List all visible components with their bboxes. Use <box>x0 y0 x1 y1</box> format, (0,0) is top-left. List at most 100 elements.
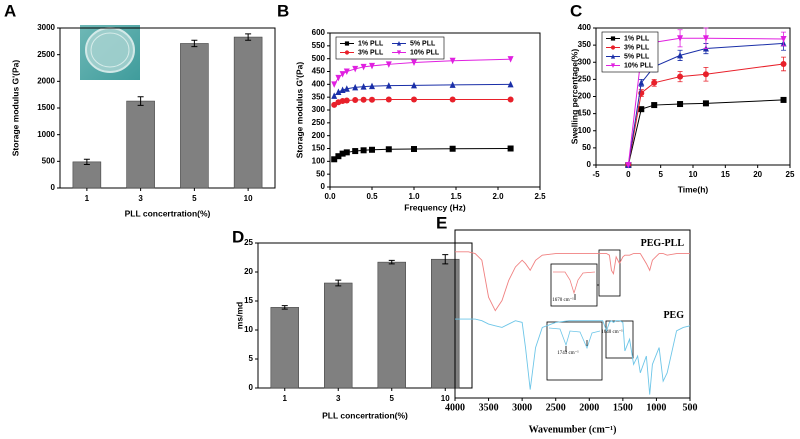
x-tick-label: 500 <box>683 402 698 413</box>
x-tick-label: -5 <box>592 170 600 179</box>
x-tick-label: 25 <box>786 170 795 179</box>
marker <box>449 57 456 65</box>
series-label: PEG <box>663 310 684 321</box>
series-line <box>627 63 784 166</box>
x-tick-label: 3500 <box>479 402 499 413</box>
y-tick-label: 0 <box>587 160 592 169</box>
legend-label: 5% PLL <box>624 53 650 60</box>
x-tick-label: 3 <box>336 394 341 403</box>
legend-label: 5% PLL <box>410 40 436 47</box>
marker <box>625 162 632 169</box>
marker <box>385 82 392 89</box>
marker <box>449 81 456 88</box>
y-tick-label: 200 <box>312 131 326 140</box>
marker <box>610 54 616 59</box>
marker <box>638 106 645 113</box>
y-tick-label: 0 <box>51 183 56 192</box>
y-tick-label: 15 <box>244 296 253 305</box>
x-tick-label: 5 <box>658 170 663 179</box>
marker <box>507 145 514 152</box>
x-tick-label: 4000 <box>445 402 465 413</box>
error-bar <box>245 33 252 41</box>
panel-letter: C <box>570 1 582 20</box>
y-tick-label: 500 <box>312 54 326 63</box>
marker <box>411 59 417 67</box>
legend-label: 1% PLL <box>358 40 384 47</box>
marker <box>702 100 709 107</box>
error-bar <box>83 158 90 166</box>
legend-label: 3% PLL <box>358 49 384 56</box>
marker <box>396 41 402 46</box>
x-tick-label: 1000 <box>646 402 666 413</box>
legend-label: 10% PLL <box>624 62 654 69</box>
y-tick-label: 450 <box>312 67 326 76</box>
series-line <box>627 37 784 166</box>
marker <box>677 73 684 80</box>
marker <box>651 102 658 109</box>
marker <box>610 36 616 41</box>
y-tick-label: 2000 <box>37 76 55 85</box>
error-bar <box>281 305 288 310</box>
y-tick-label: 0 <box>321 182 326 191</box>
marker <box>702 35 709 42</box>
y-tick-label: 3000 <box>37 23 55 32</box>
x-tick-label: 3000 <box>512 402 532 413</box>
y-tick-label: 5 <box>249 354 254 363</box>
marker <box>352 148 359 155</box>
y-tick-label: 350 <box>312 92 326 101</box>
annotation: 1640 cm⁻¹ <box>601 329 623 335</box>
marker <box>610 45 616 50</box>
y-tick-label: 20 <box>244 267 253 276</box>
error-bar <box>191 39 198 48</box>
marker <box>360 96 367 103</box>
series-line <box>455 318 691 395</box>
marker <box>780 60 787 67</box>
marker <box>331 92 338 99</box>
bar <box>270 307 299 389</box>
x-axis-label: Wavenumber (cm⁻¹) <box>529 424 617 435</box>
bar <box>180 43 209 189</box>
annotation: 1670 cm⁻¹ <box>552 297 574 303</box>
error-bar <box>442 254 449 265</box>
marker <box>335 153 342 160</box>
marker <box>449 145 456 152</box>
marker <box>411 81 417 89</box>
panel-letter: E <box>436 213 447 232</box>
y-tick-label: 2500 <box>37 50 55 59</box>
series-line <box>333 58 511 85</box>
marker <box>360 83 367 90</box>
y-tick-label: 1500 <box>37 103 55 112</box>
x-tick-label: 0 <box>626 170 631 179</box>
marker <box>344 50 350 55</box>
panel-letter: A <box>4 1 16 20</box>
y-axis-label: ms/md <box>234 302 244 329</box>
y-tick-label: 250 <box>312 118 326 127</box>
x-tick-label: 3 <box>138 194 143 203</box>
x-tick-label: 2000 <box>579 402 599 413</box>
y-tick-label: 500 <box>42 156 56 165</box>
error-bar <box>335 279 342 287</box>
y-tick-label: 25 <box>244 238 253 247</box>
x-tick-label: 1 <box>283 394 288 403</box>
marker <box>352 96 359 103</box>
y-axis-label: Storage modulus G'(Pa) <box>10 60 20 157</box>
x-tick-label: 2.5 <box>534 192 546 201</box>
marker <box>369 146 375 153</box>
x-tick-label: 20 <box>753 170 762 179</box>
marker <box>360 63 367 71</box>
y-tick-label: 50 <box>316 169 325 178</box>
x-tick-label: 10 <box>441 394 450 403</box>
panel-letter: D <box>232 227 244 246</box>
plot-frame <box>257 242 473 389</box>
y-tick-label: 50 <box>582 143 591 152</box>
x-tick-label: 0.0 <box>324 192 336 201</box>
x-tick-label: 1500 <box>613 402 633 413</box>
marker <box>335 88 342 96</box>
marker <box>411 146 417 153</box>
marker <box>651 79 658 86</box>
marker <box>369 82 375 90</box>
marker <box>369 96 375 103</box>
marker <box>677 101 684 108</box>
marker <box>385 61 392 68</box>
